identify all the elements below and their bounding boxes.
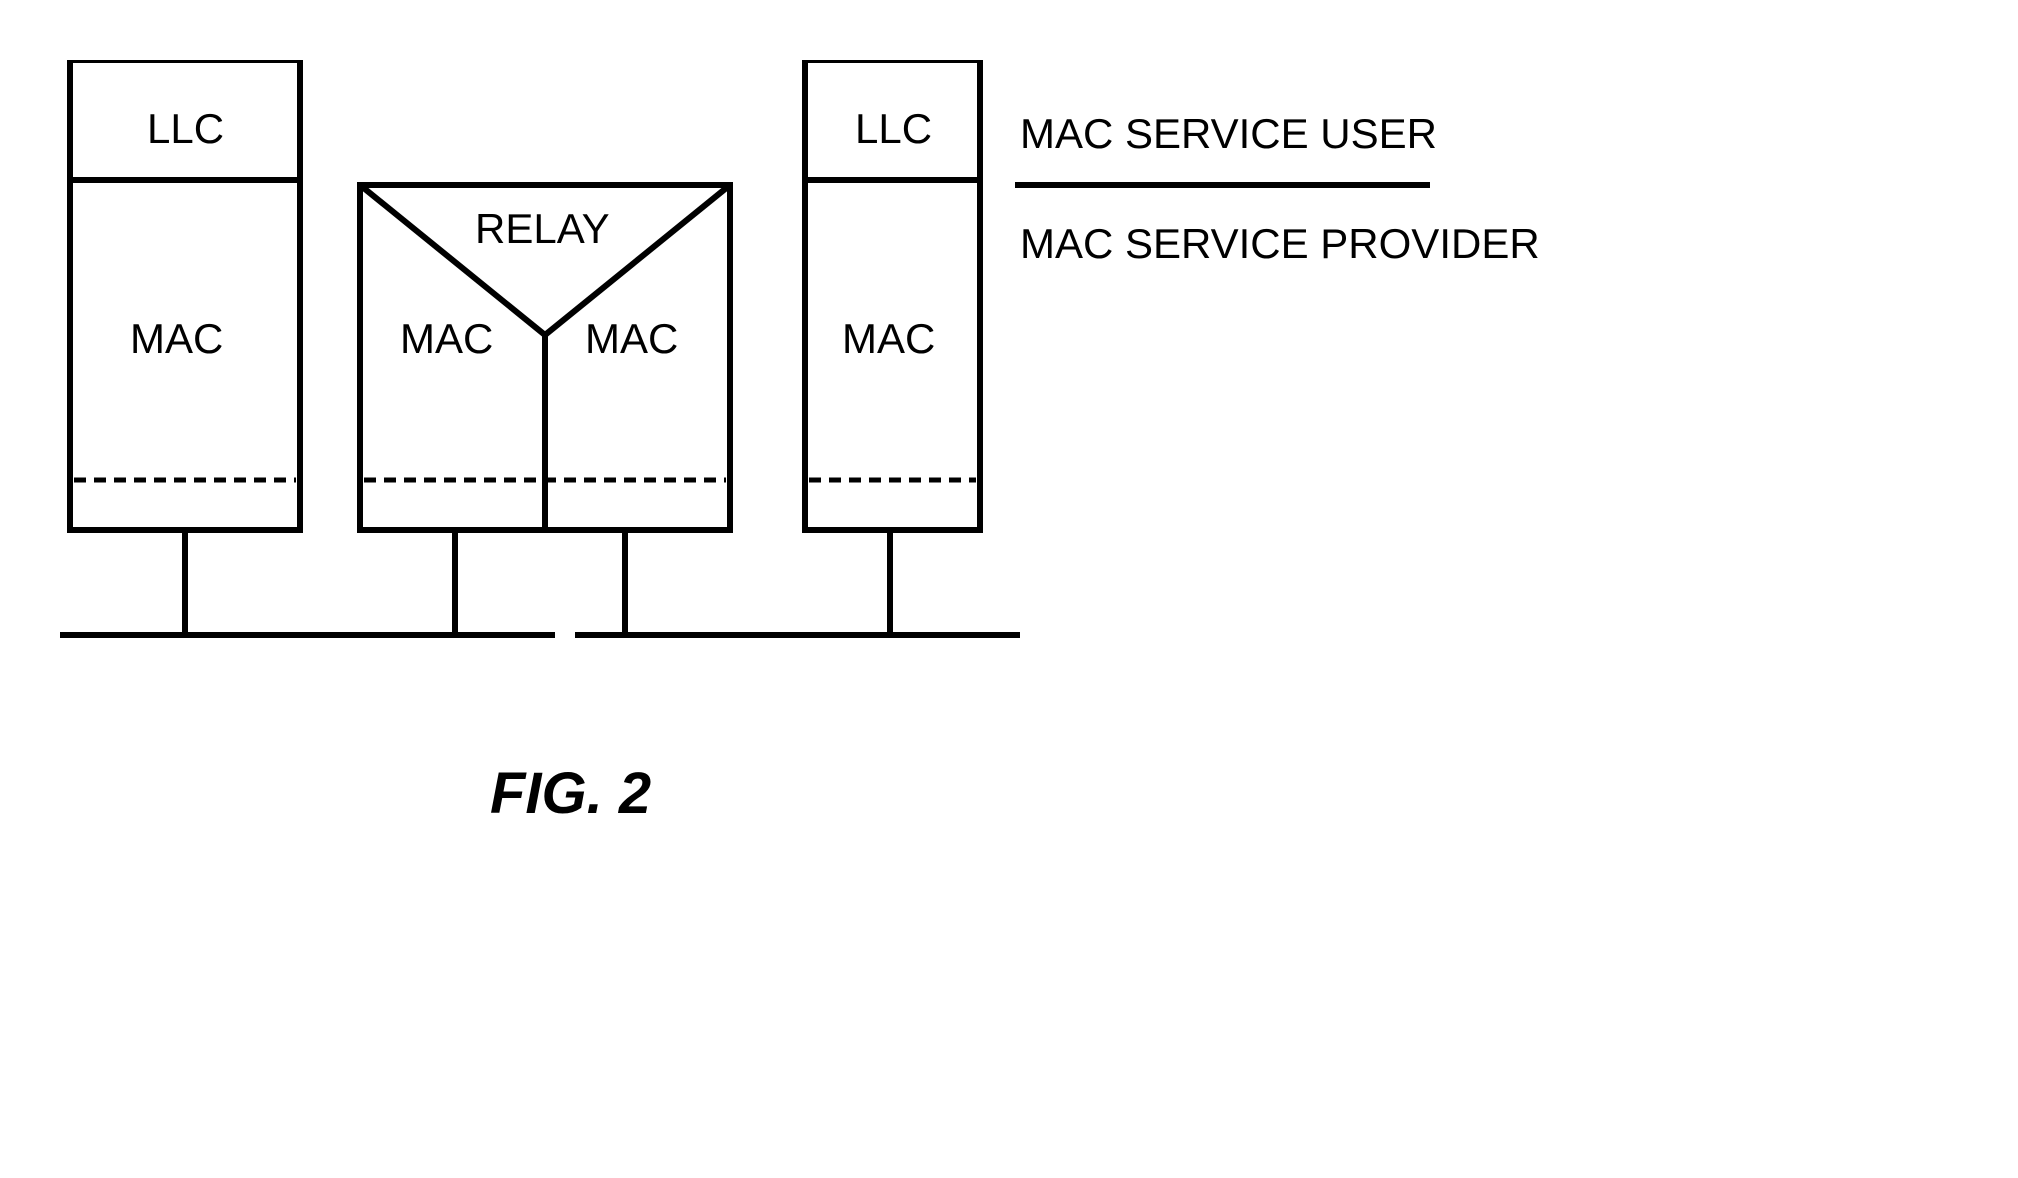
service-provider-label: MAC SERVICE PROVIDER (1020, 220, 1540, 268)
figure-label: FIG. 2 (490, 760, 651, 827)
diagram-svg (60, 60, 1960, 1120)
right-llc-label: LLC (855, 105, 932, 153)
left-llc-label: LLC (147, 105, 224, 153)
bridge-mac-left-label: MAC (400, 315, 493, 363)
left-mac-label: MAC (130, 315, 223, 363)
service-user-label: MAC SERVICE USER (1020, 110, 1437, 158)
diagram-container: LLC MAC RELAY MAC MAC LLC MAC MAC SERVIC… (60, 60, 1960, 1120)
bridge-relay-label: RELAY (475, 205, 610, 253)
bridge-mac-right-label: MAC (585, 315, 678, 363)
right-mac-label: MAC (842, 315, 935, 363)
